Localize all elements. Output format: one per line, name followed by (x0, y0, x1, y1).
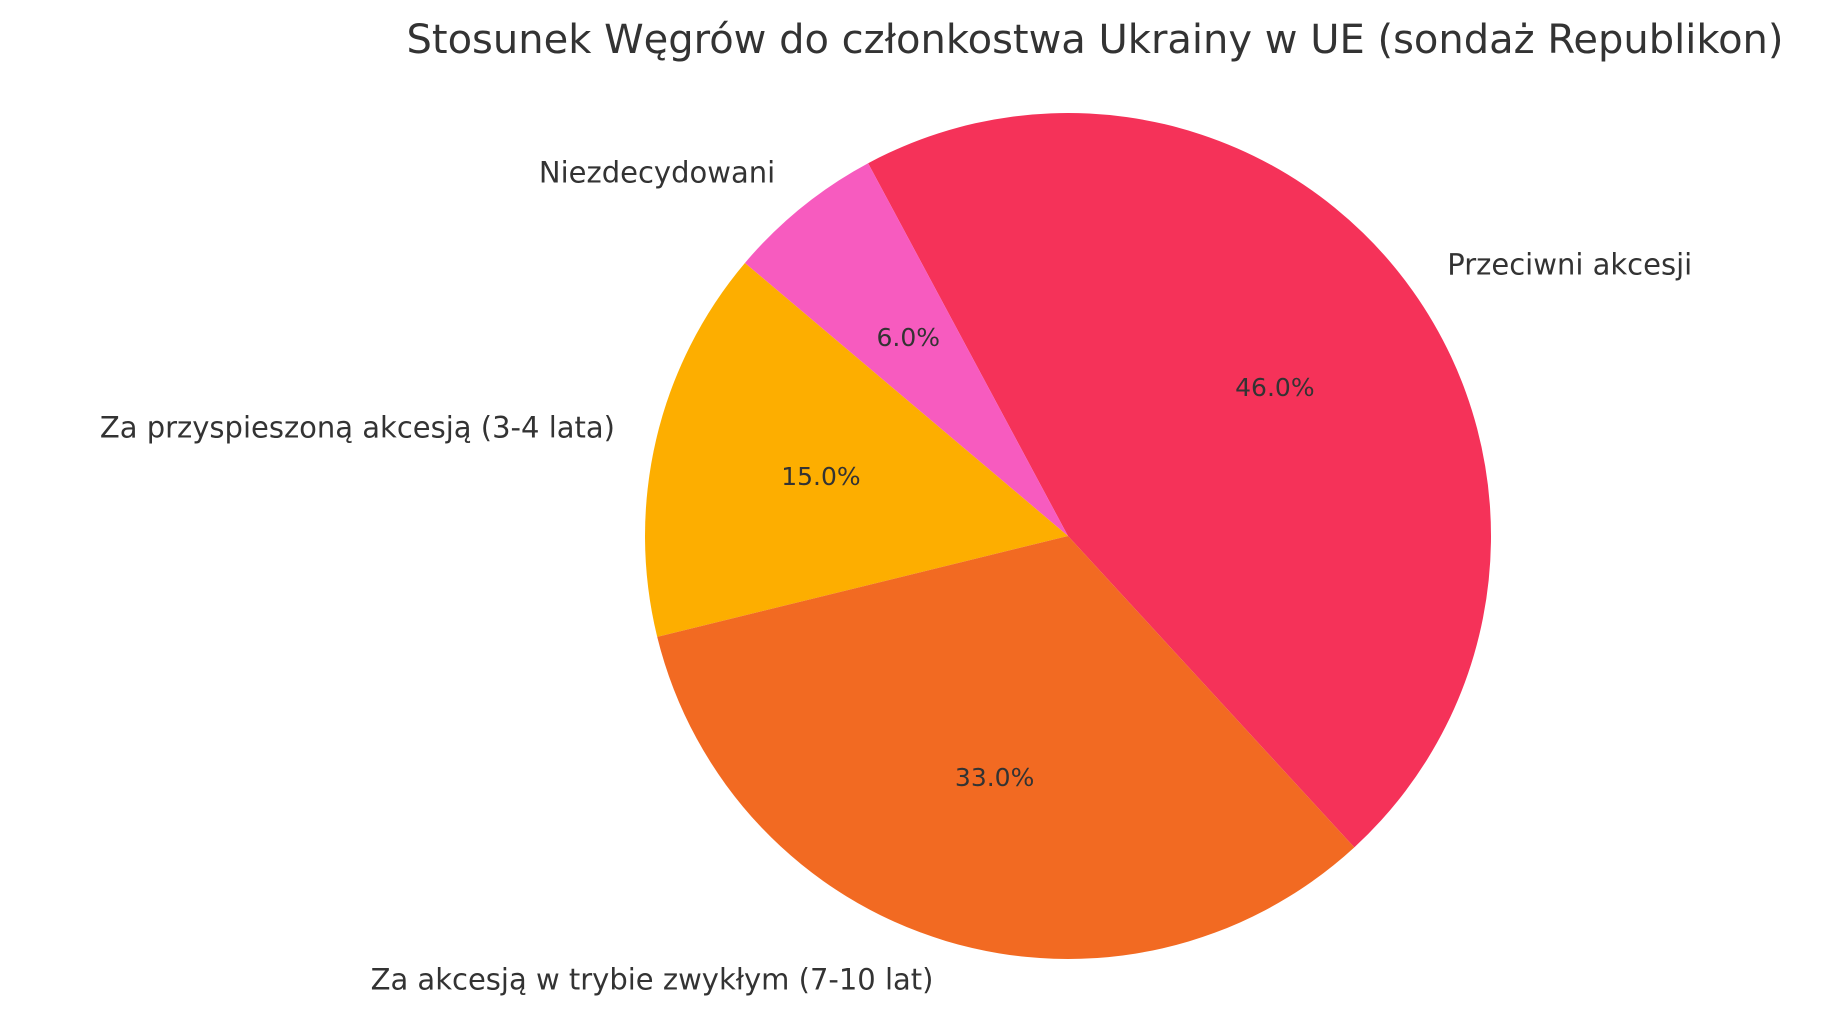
slice-label: Przeciwni akcesji (1447, 247, 1692, 281)
pie-slice (645, 262, 1068, 637)
slice-label: Za akcesją w trybie zwykłym (7-10 lat) (371, 962, 934, 996)
pie-slice (657, 536, 1355, 960)
pie-slice (744, 163, 1068, 537)
value-label: 46.0% (1235, 373, 1314, 402)
slice-label: Niezdecydowani (539, 155, 775, 189)
chart-title: Stosunek Węgrów do członkostwa Ukrainy w… (407, 17, 1784, 63)
value-label: 15.0% (781, 462, 860, 491)
value-label: 6.0% (877, 323, 941, 352)
value-label: 33.0% (955, 763, 1034, 792)
slice-label: Za przyspieszoną akcesją (3-4 lata) (100, 411, 615, 445)
pie-slice (868, 113, 1491, 848)
